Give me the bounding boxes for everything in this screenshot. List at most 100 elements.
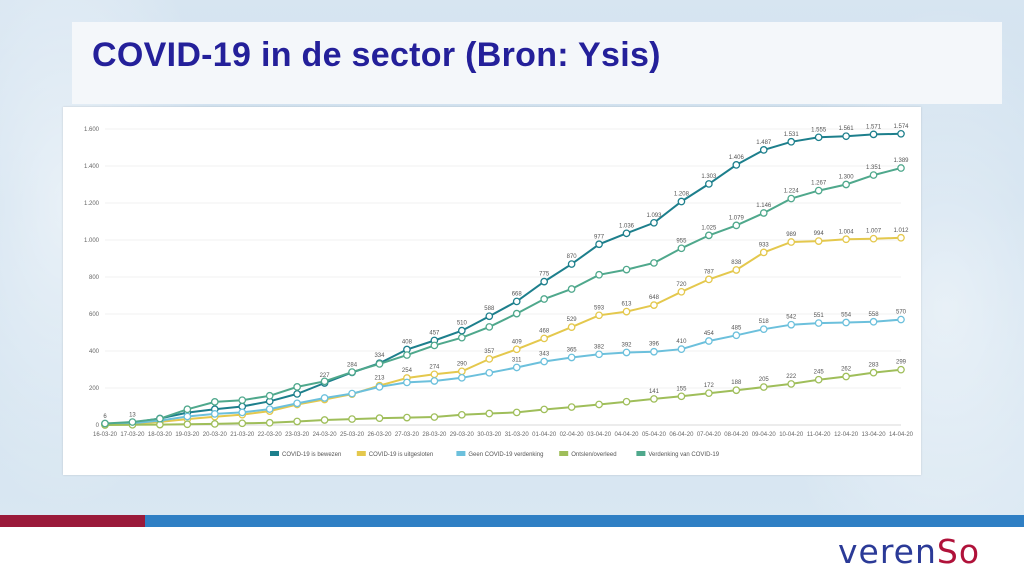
data-point <box>705 275 713 284</box>
legend-swatch <box>270 451 279 456</box>
data-point <box>320 377 329 386</box>
data-label: 1.351 <box>866 165 882 171</box>
data-label: 457 <box>429 330 440 336</box>
data-point <box>457 410 466 419</box>
data-point <box>320 416 329 424</box>
data-point <box>457 326 466 335</box>
data-point <box>869 368 878 377</box>
data-label: 1.025 <box>701 225 717 231</box>
x-tick-label: 07-04-20 <box>697 432 722 438</box>
y-tick-label: 1.400 <box>84 164 100 170</box>
x-tick-label: 01-04-20 <box>532 432 557 438</box>
data-point <box>210 410 219 418</box>
data-point <box>293 383 301 391</box>
data-label: 409 <box>512 339 523 345</box>
data-label: 343 <box>539 352 550 358</box>
data-point <box>705 231 713 240</box>
x-tick-label: 11-04-20 <box>807 432 831 438</box>
data-point <box>293 417 301 426</box>
data-label: 222 <box>786 374 797 380</box>
data-label: 554 <box>841 313 852 319</box>
data-point <box>705 180 713 188</box>
data-point <box>183 405 192 414</box>
data-point <box>814 375 823 384</box>
data-point <box>512 408 521 417</box>
data-label: 1.406 <box>729 155 745 161</box>
data-point <box>457 367 466 376</box>
data-label: 1.300 <box>839 175 855 181</box>
data-point <box>842 372 850 381</box>
series-line <box>104 236 902 426</box>
data-point <box>485 368 494 377</box>
data-point <box>375 383 384 391</box>
data-point <box>650 301 658 309</box>
data-point <box>677 392 686 401</box>
legend-label: Geen COVID-19 verdenking <box>468 452 543 458</box>
data-label: 613 <box>622 302 633 308</box>
data-label: 454 <box>704 331 715 337</box>
line-chart: 0 200 400 600 800 1.000 1.200 1.400 1.600 16-03-2… <box>84 124 914 458</box>
data-point <box>512 345 521 354</box>
data-point <box>210 420 219 428</box>
x-tick-label: 26-03-20 <box>367 432 392 438</box>
data-point <box>814 237 823 245</box>
x-tick-label: 27-03-20 <box>395 432 420 438</box>
data-point <box>430 413 439 421</box>
data-label: 311 <box>512 357 522 363</box>
data-label: 1.012 <box>893 228 909 234</box>
data-point <box>348 415 356 423</box>
x-tick-label: 21-03-20 <box>230 432 255 438</box>
x-tick-label: 13-04-20 <box>862 432 887 438</box>
data-point <box>238 408 247 417</box>
data-label: 1.036 <box>619 223 635 229</box>
y-tick-label: 200 <box>89 386 100 392</box>
data-point <box>869 317 878 326</box>
data-point <box>348 368 356 376</box>
legend-label: Ontslen/overleed <box>571 452 616 458</box>
data-point <box>622 265 631 274</box>
data-label: 299 <box>896 360 907 366</box>
data-point <box>265 418 274 427</box>
data-label: 213 <box>374 376 385 382</box>
x-tick-label: 08-04-20 <box>724 432 749 438</box>
x-tick-label: 04-04-20 <box>615 432 640 438</box>
data-label: 254 <box>402 368 413 374</box>
data-point <box>293 390 301 398</box>
data-point <box>677 244 686 253</box>
logo-text-accent: So <box>936 532 981 571</box>
data-label: 365 <box>567 347 578 353</box>
data-point <box>869 234 878 243</box>
chart-panel: 0 200 400 600 800 1.000 1.200 1.400 1.600 16-03-2… <box>63 107 921 475</box>
data-point <box>842 235 850 244</box>
legend-swatch <box>456 451 466 456</box>
data-label: 262 <box>841 367 852 373</box>
x-tick-label: 02-04-20 <box>560 432 585 438</box>
data-label: 205 <box>759 377 770 383</box>
data-point <box>732 161 741 169</box>
data-point <box>759 209 768 217</box>
data-point <box>842 180 850 189</box>
data-label: 588 <box>484 306 495 312</box>
x-tick-label: 22-03-20 <box>258 432 283 438</box>
verenso-logo: verenSo <box>838 532 980 571</box>
data-point <box>320 394 329 402</box>
data-point <box>512 363 521 372</box>
data-label: 172 <box>704 383 715 389</box>
data-label: 141 <box>649 389 660 395</box>
data-label: 648 <box>649 295 660 301</box>
data-point <box>265 405 274 413</box>
data-point <box>787 320 796 329</box>
data-point <box>677 197 686 206</box>
data-point <box>485 323 494 331</box>
data-label: 1.303 <box>701 174 717 180</box>
data-label: 1.555 <box>811 127 827 133</box>
data-point <box>348 389 356 398</box>
x-tick-label: 18-03-20 <box>148 432 173 438</box>
data-point <box>759 383 768 391</box>
legend-swatch <box>559 451 569 456</box>
x-tick-label: 12-04-20 <box>834 432 859 438</box>
data-label: 382 <box>594 344 605 350</box>
data-point <box>403 413 411 422</box>
legend-label: COVID-19 is uitgesloten <box>369 452 433 458</box>
data-label: 989 <box>786 232 797 238</box>
